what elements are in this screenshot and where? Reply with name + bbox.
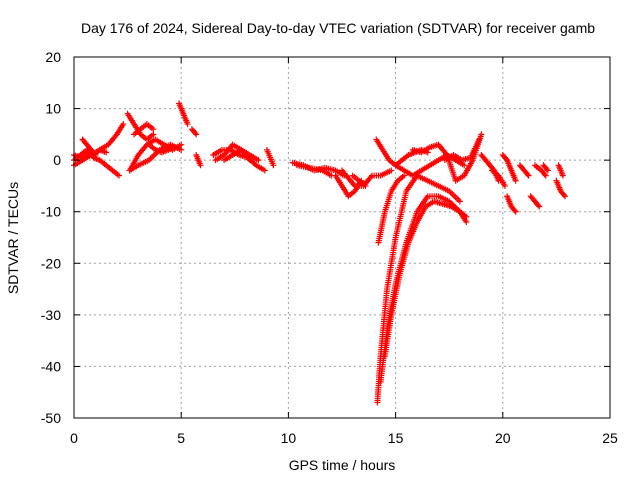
y-tick-label: -30 [41, 307, 61, 323]
x-tick-label: 25 [602, 430, 618, 446]
data-point [150, 131, 157, 138]
y-axis-label: SDTVAR / TECUs [5, 182, 21, 294]
data-point [463, 219, 470, 226]
data-point [503, 155, 510, 162]
data-point [478, 131, 485, 138]
data-point [559, 172, 566, 179]
series-arc33 [504, 193, 519, 215]
data-point [456, 198, 463, 205]
series-arc34 [516, 162, 532, 179]
data-point [116, 172, 123, 179]
data-point [501, 182, 508, 189]
x-tick-label: 0 [70, 430, 78, 446]
data-point [461, 162, 468, 169]
x-tick-label: 15 [388, 430, 404, 446]
series-arc36 [531, 162, 549, 179]
y-tick-label: 10 [45, 101, 61, 117]
data-point [543, 166, 550, 173]
series-arc3 [71, 121, 127, 169]
data-point [560, 191, 567, 198]
series-arc9 [146, 141, 178, 156]
data-point [561, 193, 568, 200]
data-point [184, 121, 191, 128]
series-arc10 [176, 100, 191, 128]
data-point [512, 208, 519, 215]
data-point [524, 171, 531, 178]
chart-title: Day 176 of 2024, Sidereal Day-to-day VTE… [81, 20, 595, 36]
series-arc11 [188, 126, 200, 138]
series-arc22 [375, 172, 408, 246]
data-point [150, 126, 157, 133]
grid-lines [74, 57, 610, 418]
y-tick-label: -40 [41, 358, 61, 374]
data-point [193, 131, 200, 138]
data-point [388, 167, 395, 174]
x-tick-label: 5 [177, 430, 185, 446]
x-tick-label: 10 [281, 430, 297, 446]
series-arc25 [377, 193, 470, 385]
data-point [103, 149, 110, 156]
data-point [171, 144, 178, 151]
series-arc21 [349, 172, 369, 189]
y-tick-label: 20 [45, 49, 61, 65]
data-points [71, 100, 568, 406]
data-point [197, 162, 204, 169]
data-point [178, 141, 185, 148]
data-point [91, 150, 98, 157]
series-arc38 [555, 162, 566, 179]
x-axis-label: GPS time / hours [289, 457, 396, 473]
series-arc4 [79, 136, 99, 158]
series-arc39 [553, 177, 568, 200]
data-point [255, 157, 262, 164]
series-arc16 [263, 146, 277, 169]
y-tick-label: 0 [53, 152, 61, 168]
data-point [542, 172, 549, 179]
data-point [192, 130, 199, 137]
data-point [525, 172, 532, 179]
y-tick-label: -50 [41, 410, 61, 426]
y-axis-ticks: -50 -40 -30 -20 -10 0 10 20 [41, 49, 610, 426]
series-arc26 [381, 198, 470, 360]
y-tick-label: -20 [41, 255, 61, 271]
x-axis-ticks: 0 5 10 15 20 25 [70, 57, 618, 446]
data-point [512, 177, 519, 184]
data-point [535, 202, 542, 209]
data-point [463, 213, 470, 220]
data-point [401, 172, 408, 179]
data-point [476, 136, 483, 143]
data-point [511, 207, 518, 214]
data-point [178, 146, 185, 153]
data-point [120, 121, 127, 128]
series-arc29 [441, 136, 483, 164]
data-point [261, 167, 268, 174]
series-arc18 [293, 162, 335, 179]
plot-frame [73, 56, 611, 419]
data-point [541, 171, 548, 178]
data-point [362, 182, 369, 189]
series-arc12 [193, 151, 204, 169]
series-arc15 [221, 146, 262, 164]
data-point [92, 151, 99, 158]
series-arc31 [489, 167, 508, 189]
data-point [246, 157, 253, 164]
data-point [270, 162, 277, 169]
series-arc8 [131, 121, 157, 138]
series-arc32 [499, 151, 519, 184]
data-point [544, 167, 551, 174]
data-point [536, 203, 543, 210]
series-arc37 [540, 162, 551, 174]
series-arc35 [527, 193, 543, 210]
y-tick-label: -10 [41, 204, 61, 220]
x-tick-label: 20 [495, 430, 511, 446]
